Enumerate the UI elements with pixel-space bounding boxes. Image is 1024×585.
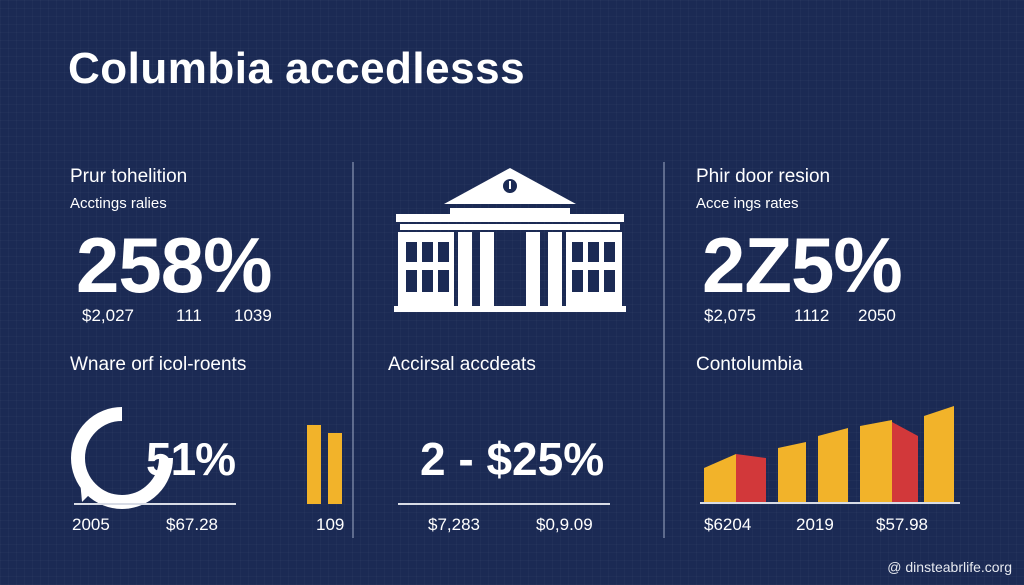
right-stat-2: 1112 bbox=[794, 306, 830, 325]
footer-credit: @ dinsteabrlife.corg bbox=[887, 559, 1012, 575]
ring-gauge-icon bbox=[71, 407, 173, 509]
left-baseline bbox=[74, 503, 236, 505]
right-big-value: 2Z5% bbox=[702, 221, 903, 309]
page-title: Columbia accedlesss bbox=[68, 44, 526, 93]
right-subheading: Acce ings rates bbox=[696, 195, 799, 212]
left-lower-heading: Wnare orf icol-roents bbox=[70, 354, 247, 375]
left-stat-1: $2,027 bbox=[82, 306, 134, 325]
center-bottom-stat-2: $0,9.09 bbox=[536, 515, 593, 534]
left-bottom-stat-2: $67.28 bbox=[166, 515, 218, 534]
center-big-value: 2 - $25% bbox=[420, 433, 605, 485]
left-bar-1 bbox=[307, 425, 321, 504]
right-stat-3: 2050 bbox=[858, 306, 896, 325]
right-lower-heading: Contolumbia bbox=[696, 354, 803, 375]
divider-left bbox=[352, 162, 354, 538]
center-baseline bbox=[398, 503, 610, 505]
ring-value: 51% bbox=[146, 433, 236, 485]
left-big-value: 258% bbox=[76, 221, 272, 309]
right-bottom-stat-2: 2019 bbox=[796, 515, 834, 534]
left-bottom-stat-3: 109 bbox=[316, 515, 345, 534]
divider-right bbox=[663, 162, 665, 538]
left-stat-3: 1039 bbox=[234, 306, 272, 325]
right-bottom-stat-3: $57.98 bbox=[876, 515, 928, 534]
left-bar-2 bbox=[328, 433, 342, 504]
left-heading: Prur tohelition bbox=[70, 166, 188, 187]
right-bottom-stat-1: $6204 bbox=[704, 515, 752, 534]
building-icon bbox=[394, 168, 626, 312]
right-heading: Phir door resion bbox=[696, 166, 831, 187]
right-stat-1: $2,075 bbox=[704, 306, 756, 325]
left-subheading: Acctings ralies bbox=[70, 195, 167, 212]
left-bottom-stat-1: 2005 bbox=[72, 515, 110, 534]
bar-chart-icon bbox=[700, 406, 960, 504]
center-bottom-stat-1: $7,283 bbox=[428, 515, 480, 534]
left-stat-2: 111 bbox=[176, 306, 202, 325]
center-lower-heading: Accirsal accdeats bbox=[388, 354, 536, 375]
